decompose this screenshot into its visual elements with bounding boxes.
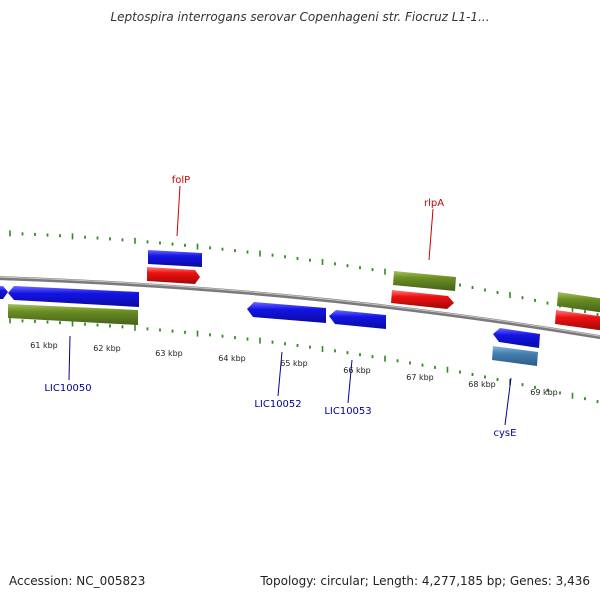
topology-summary: Topology: circular; Length: 4,277,185 bp…	[260, 574, 590, 588]
cysE-leader	[504, 377, 512, 426]
kbp-label: 67 kbp	[406, 373, 434, 382]
kbp-label: 69 kbp	[530, 388, 558, 397]
gene-label-LIC10050[interactable]: LIC10050	[44, 383, 91, 394]
gene-right-red[interactable]	[555, 310, 600, 331]
kbp-label: 62 kbp	[93, 344, 121, 353]
rlpA-leader	[428, 208, 434, 261]
kbp-label: 61 kbp	[30, 341, 58, 350]
gene-folP-blue[interactable]	[148, 250, 202, 267]
LIC10052-leader	[277, 351, 283, 397]
kbp-label: 64 kbp	[218, 354, 246, 363]
kbp-label: 66 kbp	[343, 366, 371, 375]
gene-label-rlpA[interactable]: rlpA	[424, 198, 444, 209]
LIC10050-leader	[68, 335, 71, 381]
map-title: Leptospira interrogans serovar Copenhage…	[110, 10, 490, 24]
gene-label-LIC10053[interactable]: LIC10053	[324, 406, 371, 417]
gene-cysE-steel[interactable]	[492, 346, 538, 366]
gene-LIC10050-olive[interactable]	[8, 304, 138, 325]
gene-LIC10053-blue[interactable]	[329, 310, 386, 329]
gene-left-edge-blue[interactable]	[0, 286, 8, 299]
gene-label-folP[interactable]: folP	[172, 175, 190, 186]
kbp-label: 68 kbp	[468, 380, 496, 389]
accession-text: Accession: NC_005823	[9, 574, 146, 588]
gene-LIC10050-blue[interactable]	[8, 286, 139, 307]
gene-LIC10052-blue[interactable]	[247, 302, 326, 323]
gene-rlpA-red[interactable]	[391, 290, 454, 309]
LIC10053-leader	[347, 359, 353, 404]
gene-label-cysE[interactable]: cysE	[494, 428, 517, 439]
gene-cysE-blue[interactable]	[493, 328, 540, 348]
reverse-scale-ticks	[9, 317, 599, 404]
kbp-label: 65 kbp	[280, 359, 308, 368]
folP-leader	[176, 185, 181, 237]
gene-right-olive[interactable]	[557, 292, 600, 313]
kbp-label: 63 kbp	[155, 349, 183, 358]
genome-backbone	[0, 276, 600, 340]
gene-label-LIC10052[interactable]: LIC10052	[254, 399, 301, 410]
gene-rlpA-olive[interactable]	[393, 271, 456, 291]
gene-folP-red[interactable]	[147, 267, 200, 284]
